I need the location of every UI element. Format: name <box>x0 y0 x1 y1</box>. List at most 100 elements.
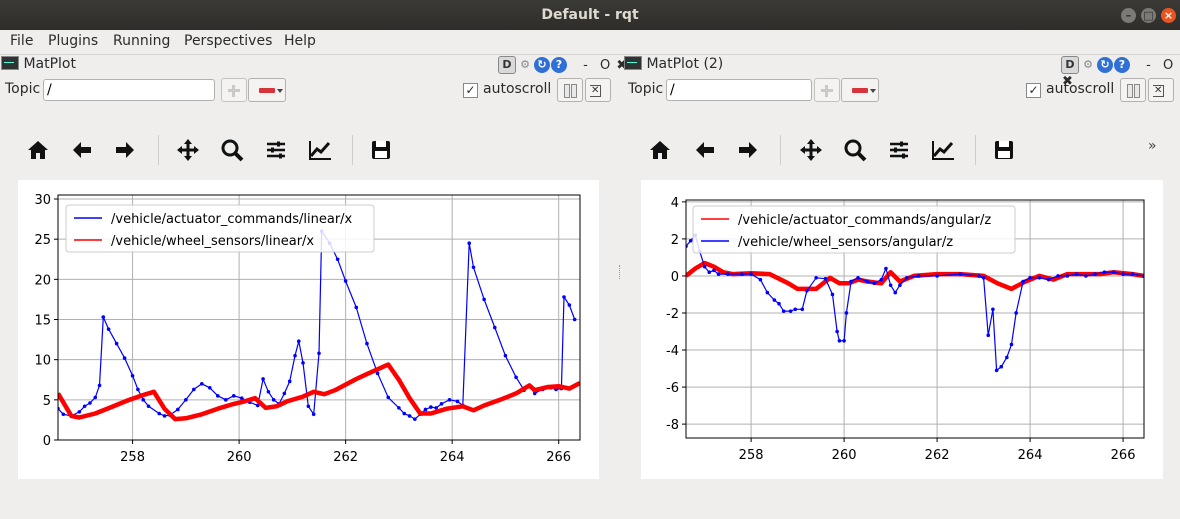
left-back-icon[interactable] <box>69 137 95 163</box>
left-home-icon[interactable] <box>25 137 51 163</box>
left-close-x-icon[interactable]: ✖ <box>616 57 628 73</box>
left-series-point-0 <box>572 317 577 322</box>
right-topic-input[interactable] <box>666 79 812 101</box>
right-series-point-1 <box>1037 275 1042 280</box>
left-axes-edit-icon[interactable] <box>307 137 333 163</box>
left-series-line-1 <box>58 362 580 422</box>
right-legend-label: /vehicle/actuator_commands/angular/z <box>738 213 991 228</box>
right-plot-canvas[interactable]: 258 260 262 264 266 4 2 0 -2 -4 -6 -8/vehicle/actua… <box>641 180 1163 479</box>
toolbar-overflow-icon[interactable]: » <box>1148 138 1157 154</box>
left-series-point-0 <box>162 414 167 418</box>
right-reload-icon[interactable]: ↻ <box>1097 57 1113 73</box>
left-ytick-label: 15 <box>34 314 51 329</box>
right-legend-box <box>692 205 1016 254</box>
left-forward-icon[interactable] <box>112 137 138 163</box>
right-minimize-dash-icon[interactable]: - <box>1146 57 1151 73</box>
menu-plugins[interactable]: Plugins <box>48 33 99 49</box>
right-pause-button[interactable] <box>1120 78 1146 102</box>
left-plot-canvas[interactable]: 258 260 262 264 266 0 5 10 15 20 25 30/vehicle/actu… <box>18 180 599 479</box>
maximize-icon[interactable]: □ <box>1141 8 1156 23</box>
right-series-point-1 <box>1102 270 1107 275</box>
left-series-point-0 <box>562 295 566 299</box>
right-ytick-label: -6 <box>666 381 679 396</box>
window-title: Default - rqt <box>541 7 639 23</box>
left-xtick-label: 260 <box>227 450 252 465</box>
right-autoscroll-checkbox[interactable]: ✓ <box>1026 83 1041 98</box>
left-minimize-dash-icon[interactable]: - <box>583 57 588 73</box>
right-series-point-1 <box>977 274 981 278</box>
left-topic-input[interactable] <box>43 79 215 101</box>
right-pan-icon[interactable] <box>798 137 824 163</box>
menu-help[interactable]: Help <box>284 33 316 49</box>
left-plugin-title-text: MatPlot <box>23 56 76 72</box>
matplot-icon <box>624 56 642 70</box>
right-legend-label: /vehicle/wheel_sensors/angular/z <box>738 235 953 250</box>
close-icon[interactable]: × <box>1161 8 1176 23</box>
left-save-icon[interactable] <box>368 137 394 163</box>
left-series-point-0 <box>365 341 369 346</box>
right-series-point-1 <box>707 270 712 275</box>
left-autoscroll-checkbox[interactable]: ✓ <box>463 83 478 98</box>
right-add-topic-button[interactable] <box>814 78 840 102</box>
left-add-topic-button[interactable] <box>221 78 247 102</box>
left-series-point-0 <box>429 405 433 409</box>
left-zoom-icon[interactable] <box>219 137 245 163</box>
left-series-point-0 <box>157 411 162 416</box>
right-settings-gear-icon[interactable]: ⚙ <box>1083 58 1093 71</box>
menu-perspectives[interactable]: Perspectives <box>184 33 273 49</box>
left-reload-icon[interactable]: ↻ <box>534 57 550 73</box>
right-home-icon[interactable] <box>647 137 673 163</box>
right-series-point-1 <box>844 311 849 315</box>
left-subplots-icon[interactable] <box>263 137 289 163</box>
minimize-icon[interactable]: – <box>1121 8 1136 23</box>
left-series-point-0 <box>471 265 476 270</box>
left-topic-label: Topic <box>5 81 41 97</box>
left-series-point-0 <box>413 417 417 421</box>
right-series-point-1 <box>1009 342 1014 347</box>
left-series-point-0 <box>61 412 66 417</box>
panel-splitter-handle[interactable] <box>619 265 622 279</box>
right-toolbar-separator <box>975 135 976 165</box>
right-series-group <box>686 233 1144 373</box>
right-back-icon[interactable] <box>692 137 718 163</box>
right-series-point-1 <box>800 307 805 312</box>
left-remove-topic-button[interactable] <box>248 78 286 102</box>
right-save-icon[interactable] <box>991 137 1017 163</box>
left-float-o-icon[interactable]: O <box>599 57 611 73</box>
left-series-point-0 <box>293 353 297 358</box>
left-series-point-0 <box>447 398 452 402</box>
right-series-point-1 <box>758 277 763 282</box>
right-docking-d-icon[interactable]: D <box>1061 56 1079 74</box>
left-ytick-label: 10 <box>34 354 51 369</box>
left-help-icon[interactable]: ? <box>551 57 567 73</box>
right-series-point-1 <box>1056 274 1060 278</box>
left-settings-gear-icon[interactable]: ⚙ <box>520 58 530 71</box>
left-pause-button[interactable] <box>557 78 583 102</box>
left-docking-d-icon[interactable]: D <box>498 56 516 74</box>
right-series-point-1 <box>849 279 853 284</box>
right-xtick-label: 266 <box>1111 448 1136 463</box>
left-series-point-0 <box>397 406 401 410</box>
menu-file[interactable]: File <box>10 33 34 49</box>
right-subplots-icon[interactable] <box>886 137 912 163</box>
right-float-o-icon[interactable]: O <box>1162 57 1174 73</box>
right-remove-topic-button[interactable] <box>841 78 879 102</box>
left-series-point-0 <box>122 356 127 360</box>
left-series-point-0 <box>423 407 428 412</box>
right-series-point-1 <box>981 275 986 280</box>
right-help-icon[interactable]: ? <box>1114 57 1130 73</box>
left-series-point-0 <box>77 410 82 414</box>
right-close-x-icon[interactable]: ✖ <box>1062 74 1073 89</box>
left-pan-icon[interactable] <box>175 137 201 163</box>
right-topic-label: Topic <box>628 81 664 97</box>
left-clear-button[interactable]: ✕ <box>585 78 611 102</box>
left-series-point-0 <box>407 414 412 418</box>
right-clear-button[interactable]: ✕ <box>1148 78 1174 102</box>
right-zoom-icon[interactable] <box>842 137 868 163</box>
menu-running[interactable]: Running <box>113 33 171 49</box>
left-series-point-0 <box>192 387 196 392</box>
right-forward-icon[interactable] <box>735 137 761 163</box>
left-series-point-0 <box>434 406 438 410</box>
left-series-point-0 <box>200 381 204 386</box>
right-axes-edit-icon[interactable] <box>930 137 956 163</box>
